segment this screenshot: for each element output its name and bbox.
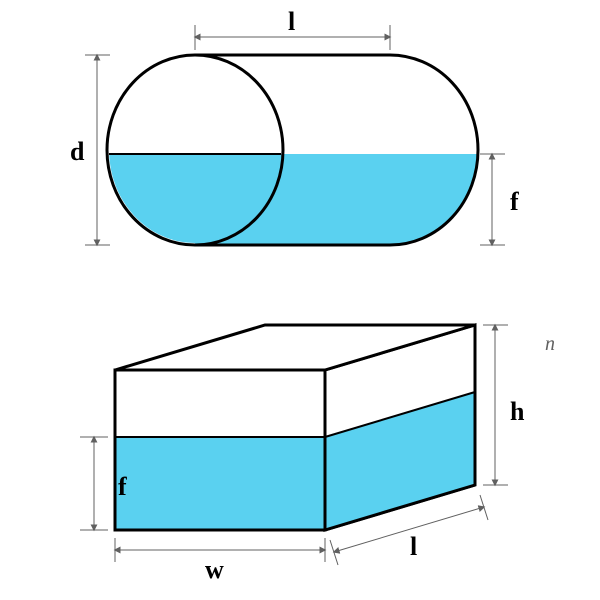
label-f-box: f — [118, 472, 127, 501]
box-water-front — [117, 437, 324, 529]
label-f-cyl: f — [510, 187, 519, 216]
box-tank: f w l h n — [80, 325, 555, 584]
label-n: n — [545, 333, 555, 355]
label-d: d — [70, 137, 85, 166]
diagram-canvas: d l f f — [0, 0, 600, 600]
label-h: h — [510, 397, 525, 426]
label-l-cyl: l — [288, 7, 295, 36]
label-l-box: l — [410, 532, 417, 561]
label-w: w — [205, 555, 224, 584]
cylinder-tank: d l f — [70, 7, 519, 245]
